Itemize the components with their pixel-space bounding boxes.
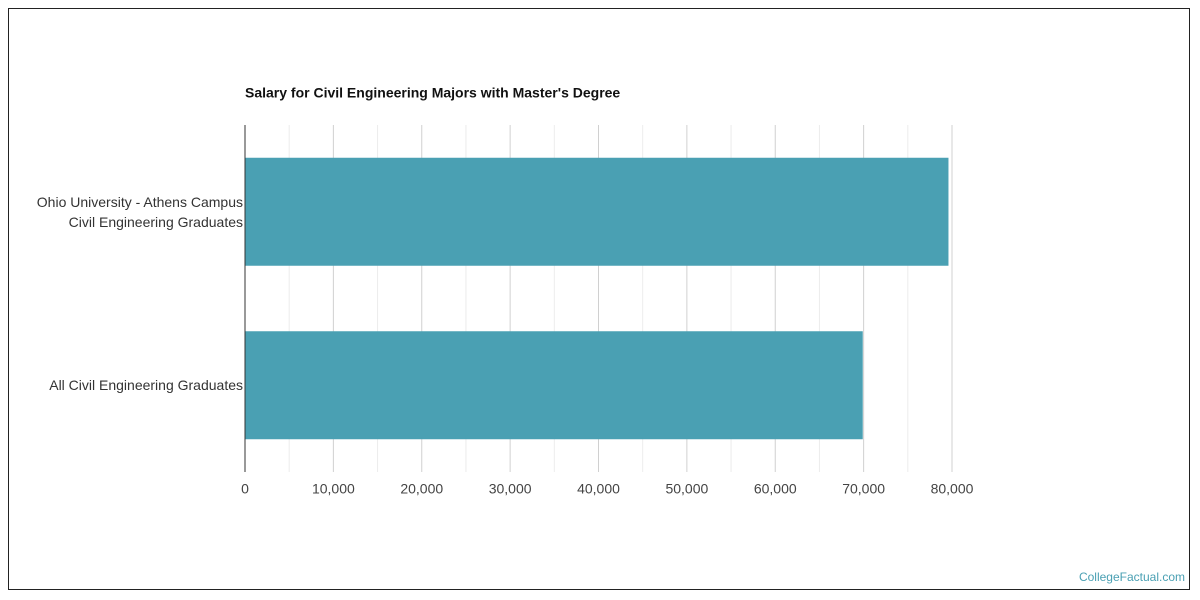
chart-title: Salary for Civil Engineering Majors with… [245,85,620,101]
y-tick-label: Ohio University - Athens Campus Civil En… [36,193,243,230]
x-tick-label: 50,000 [665,481,708,497]
bar [245,157,949,266]
y-tick-label: All Civil Engineering Graduates [49,377,243,394]
source[interactable]: CollegeFactual.com [1079,570,1185,584]
x-tick-label: 10,000 [312,481,355,497]
x-tick-label: 40,000 [577,481,620,497]
x-tick-label: 30,000 [489,481,532,497]
x-tick-label: 60,000 [754,481,797,497]
bar [245,331,863,440]
x-tick-label: 70,000 [842,481,885,497]
x-tick-label: 80,000 [931,481,974,497]
x-tick-label: 20,000 [400,481,443,497]
frame [8,8,1190,590]
x-tick-label: 0 [241,481,249,497]
